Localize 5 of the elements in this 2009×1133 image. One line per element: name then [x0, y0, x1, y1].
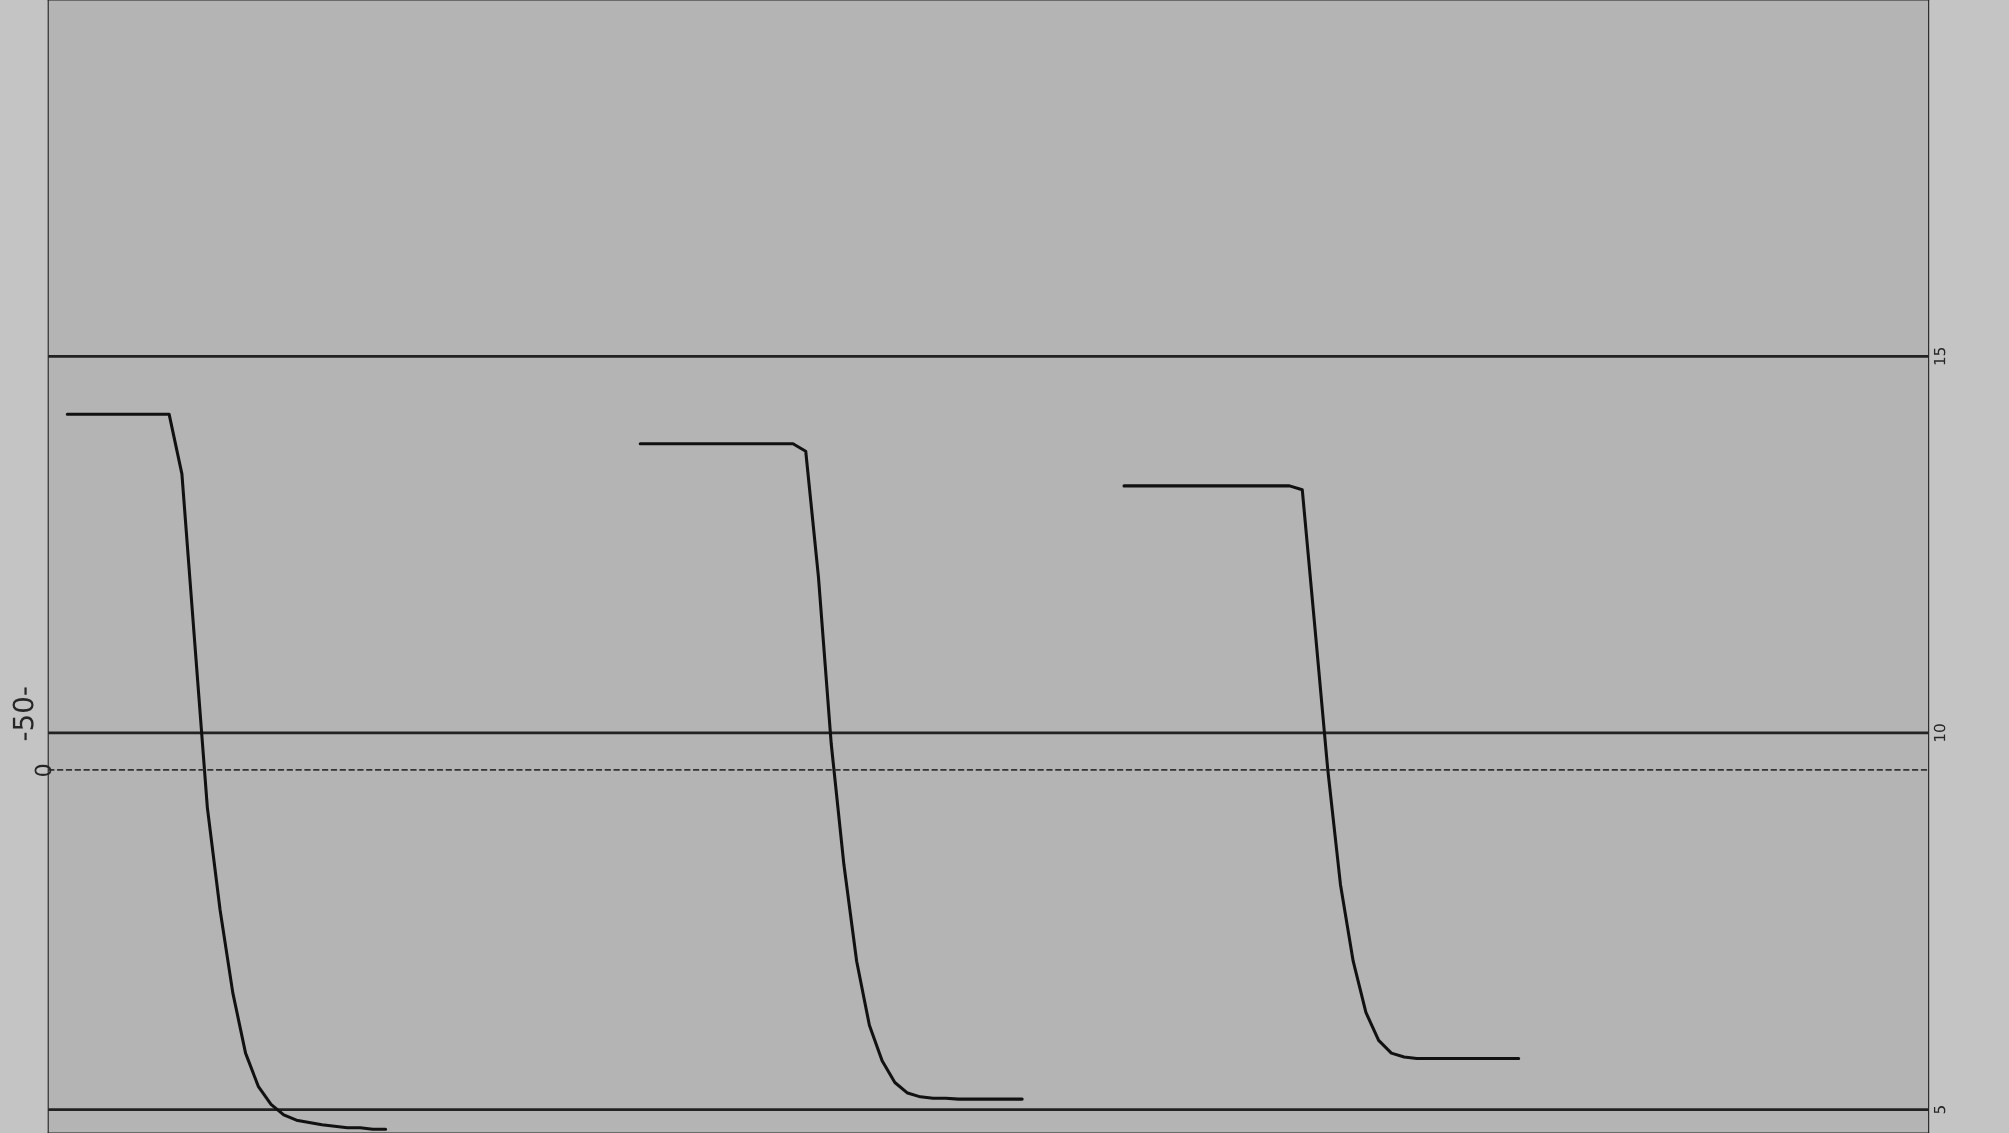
- y-tick-label: 15: [1933, 347, 1946, 365]
- y-tick-label: 5: [1933, 1106, 1946, 1114]
- y-tick-label: 10: [1933, 724, 1946, 742]
- annotation: 0: [34, 764, 52, 777]
- text: -50-: [12, 687, 34, 741]
